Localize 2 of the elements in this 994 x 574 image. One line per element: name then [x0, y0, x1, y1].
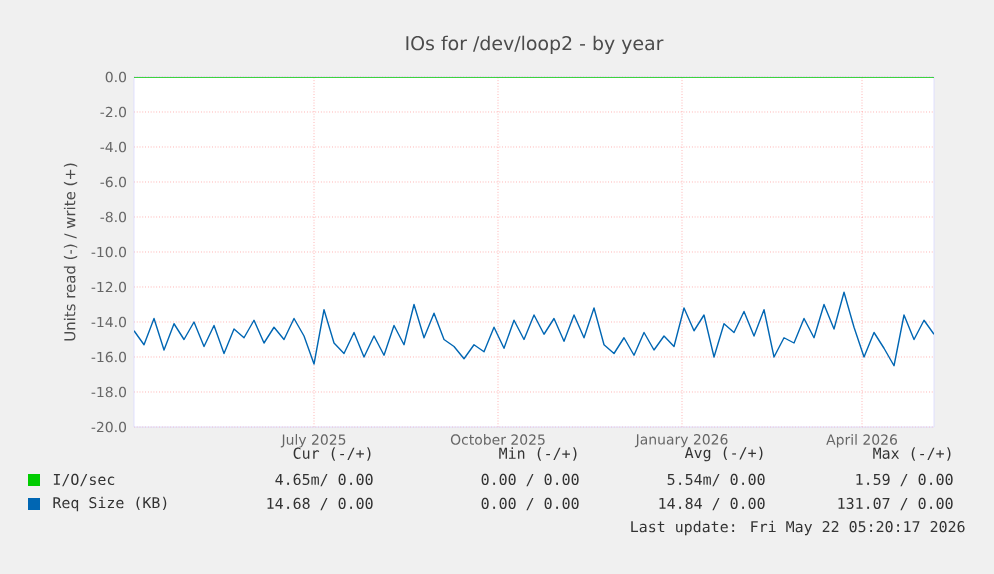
line-series: [134, 291, 935, 367]
chart-title: IOs for /dev/loop2 - by year: [406, 35, 664, 54]
